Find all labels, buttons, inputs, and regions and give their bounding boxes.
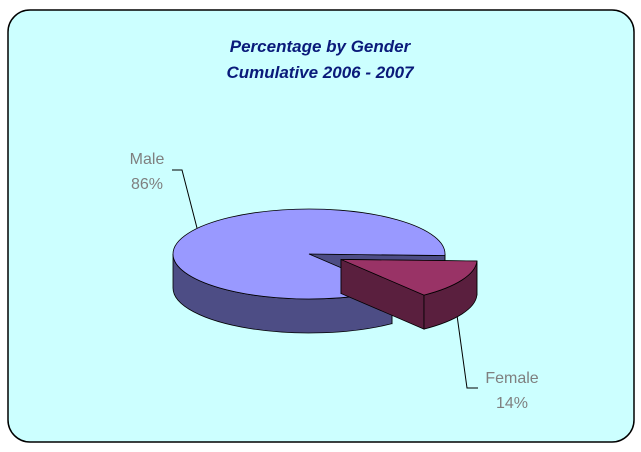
value-label: 86% — [131, 176, 163, 193]
chart-title: Percentage by Gender — [230, 37, 412, 56]
chart-subtitle: Cumulative 2006 - 2007 — [226, 63, 415, 82]
slice — [340, 259, 478, 296]
slice — [172, 208, 446, 300]
leader-line — [455, 307, 478, 389]
pie — [172, 208, 478, 334]
category-label: Male — [130, 151, 165, 168]
leader-line — [172, 169, 198, 229]
value-label: 14% — [496, 395, 528, 412]
category-label: Female — [485, 370, 538, 387]
